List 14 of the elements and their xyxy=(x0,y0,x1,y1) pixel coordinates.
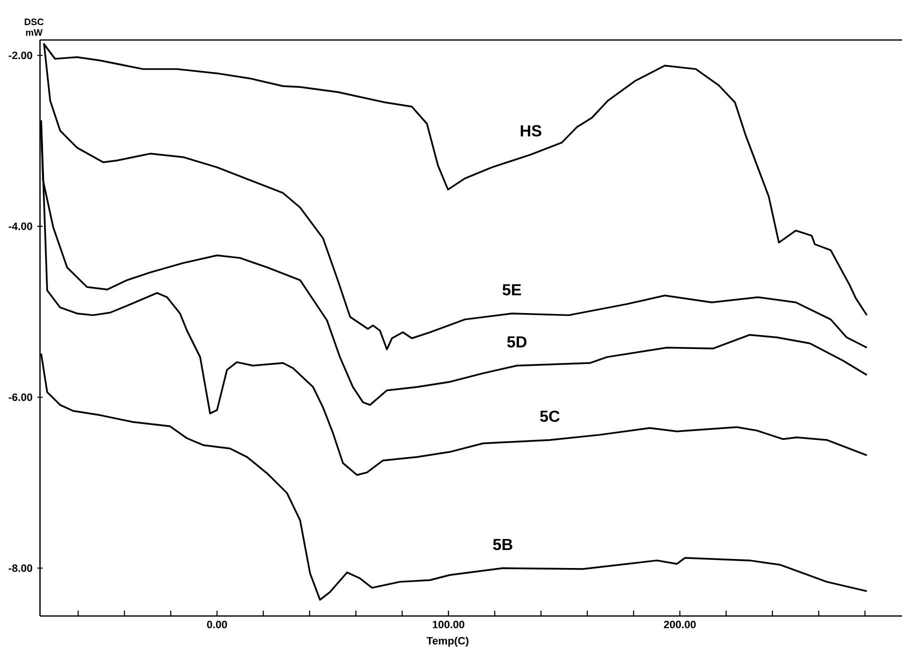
series-label: 5C xyxy=(540,410,560,422)
x-tick-label: 0.00 xyxy=(207,620,227,628)
x-tick-label: 100.00 xyxy=(432,620,464,628)
y-tick-label: -8.00 xyxy=(8,564,32,572)
series-label: HS xyxy=(520,125,542,136)
series-label: 5D xyxy=(507,336,526,348)
series-label: 5B xyxy=(493,538,512,550)
series-label: 5E xyxy=(502,284,521,296)
x-tick-label: 200.00 xyxy=(664,620,696,628)
y-tick-label: -2.00 xyxy=(8,52,32,60)
y-axis-title: DSC mW xyxy=(24,18,44,36)
y-tick-label: -4.00 xyxy=(8,222,32,230)
x-axis-title: Temp(C) xyxy=(426,636,468,647)
y-tick-label: -6.00 xyxy=(8,393,32,401)
